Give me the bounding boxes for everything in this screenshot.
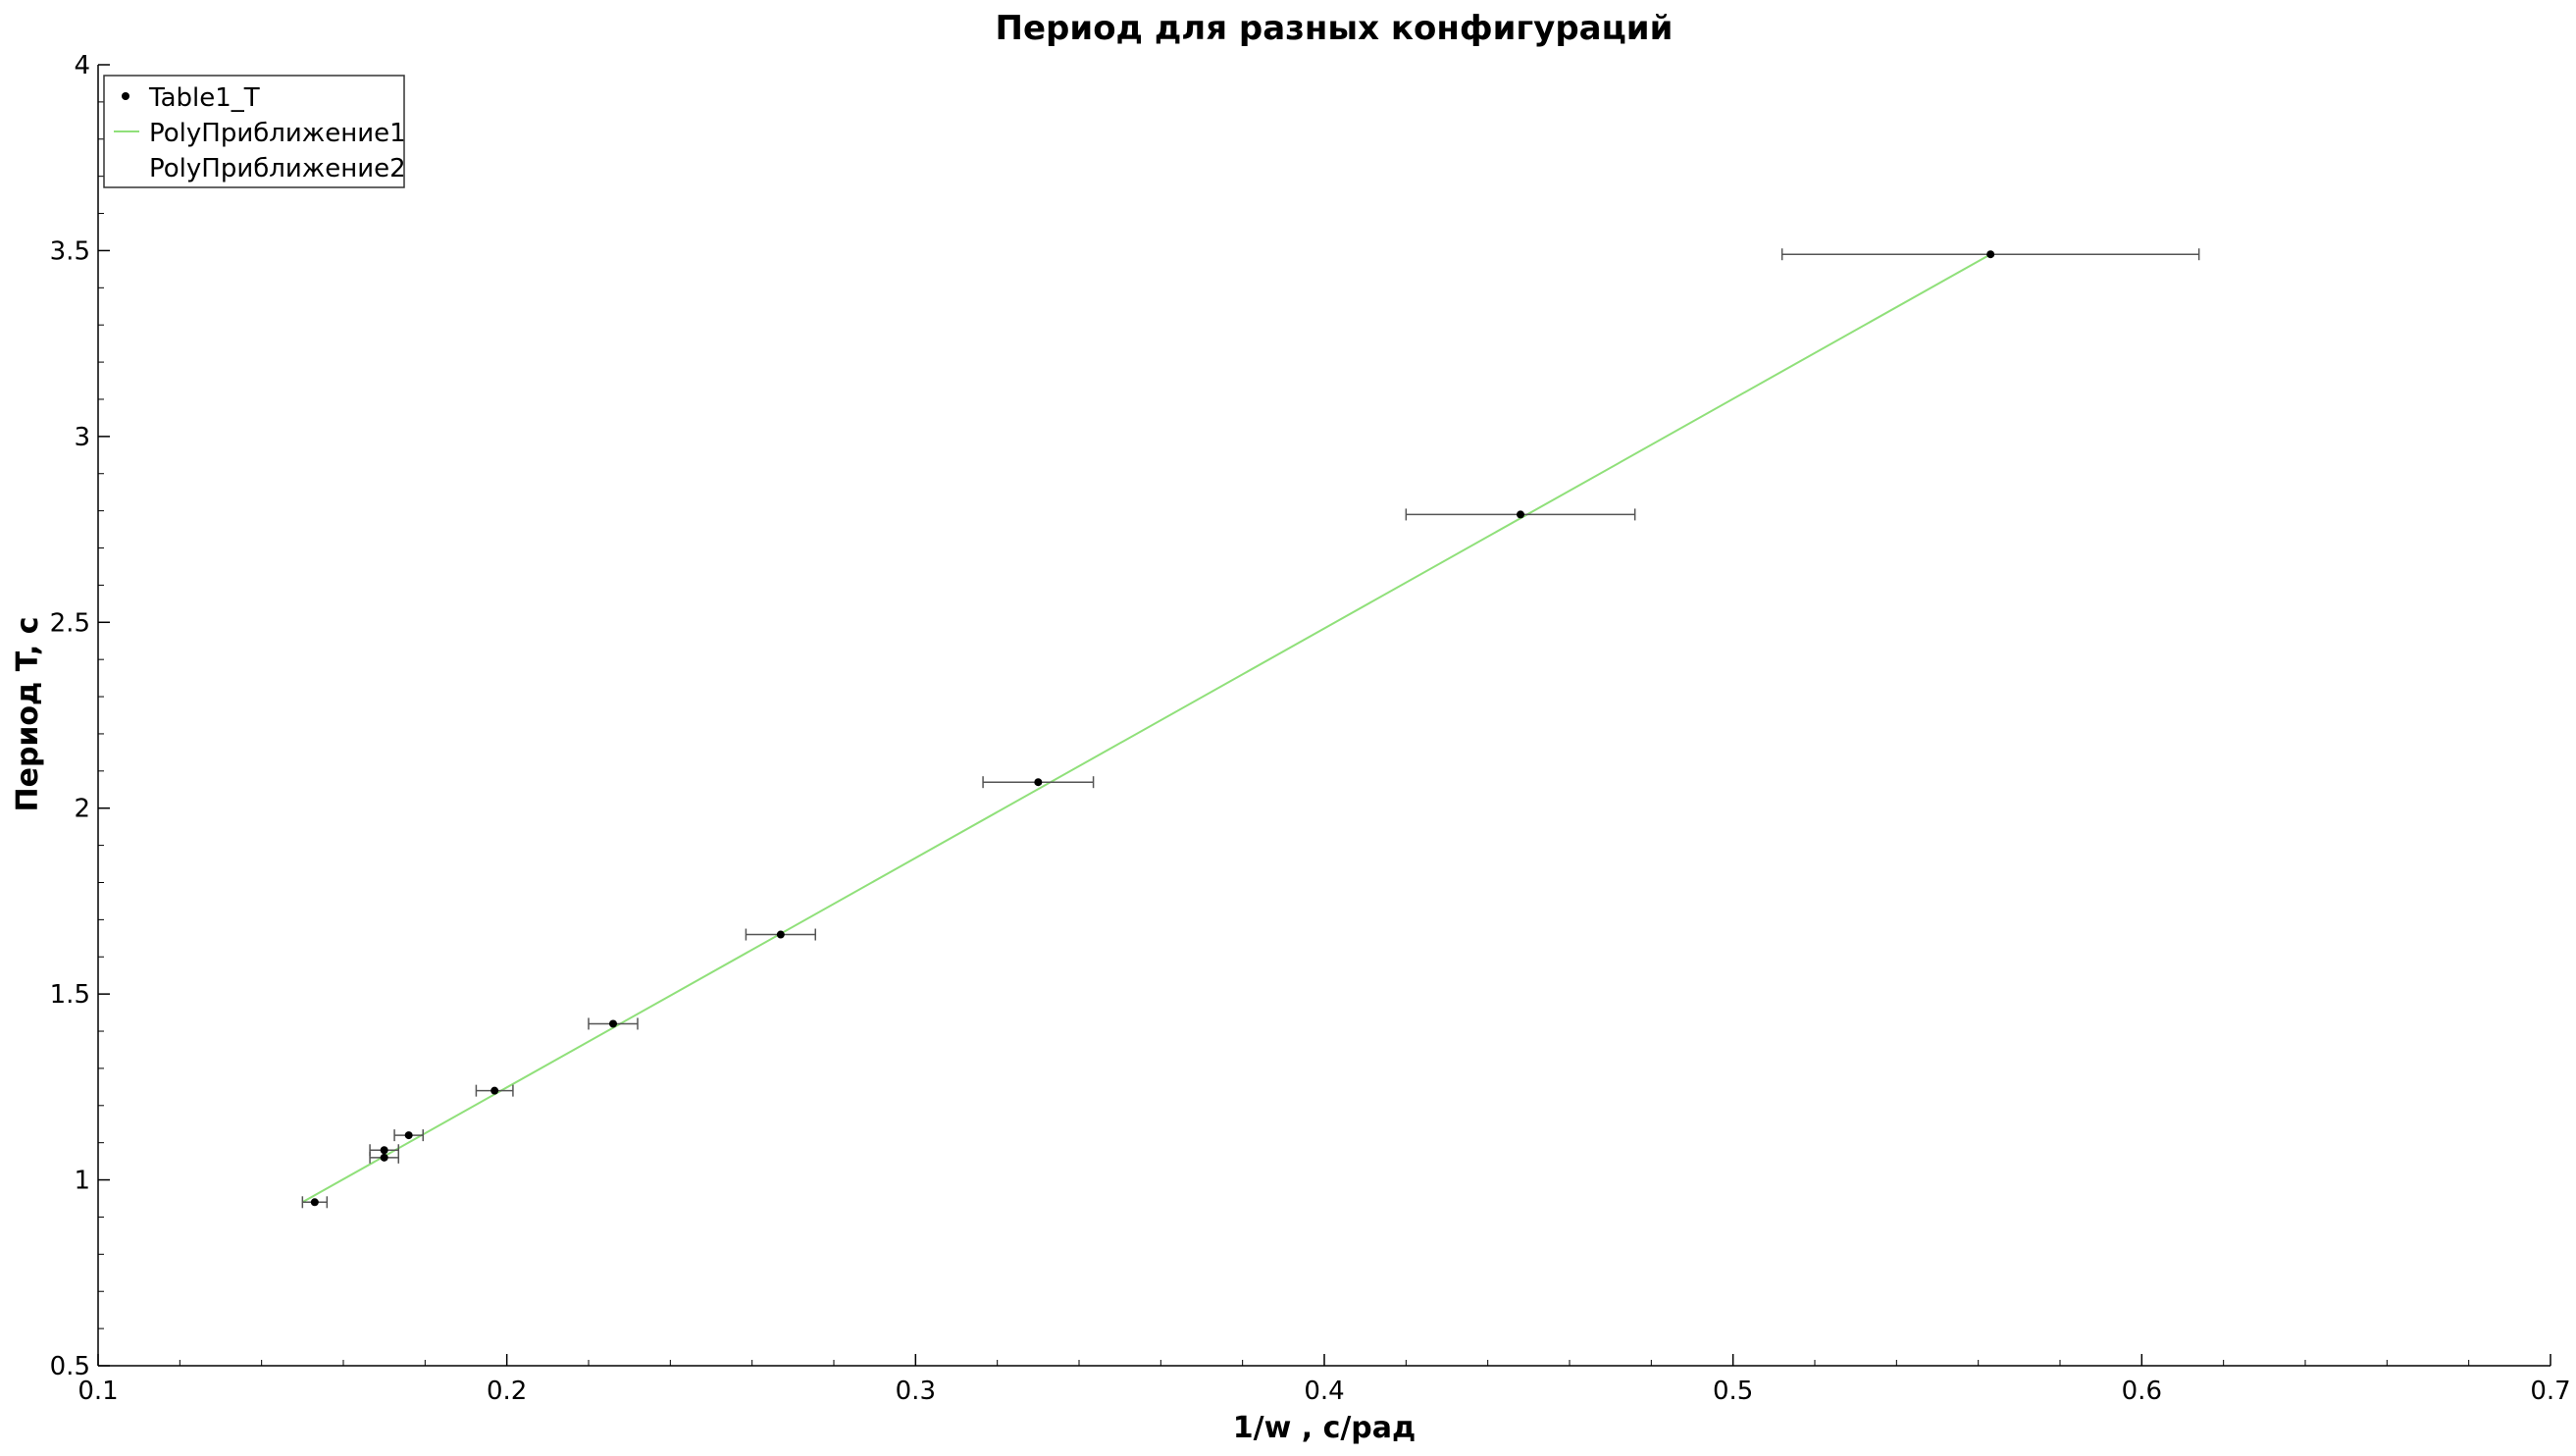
x-tick-label: 0.6 xyxy=(2122,1377,2162,1406)
x-tick-label: 0.2 xyxy=(487,1377,527,1406)
y-tick-label: 0.5 xyxy=(50,1352,90,1381)
x-tick-label: 0.7 xyxy=(2530,1377,2570,1406)
legend-box xyxy=(103,75,405,188)
x-tick-label: 0.5 xyxy=(1713,1377,1753,1406)
data-point xyxy=(776,930,785,939)
x-axis-label: 1/w , с/рад xyxy=(1233,1411,1417,1445)
data-point xyxy=(1517,510,1524,519)
x-tick-label: 0.1 xyxy=(77,1377,118,1406)
plot-area: 0.1 0.2 0.3 0.4 0.5 0.6 0.7 0.5 1 1.5 2 2.5 3 3.5 4 xyxy=(50,51,2571,1406)
fit-line-poly1 xyxy=(301,253,1991,1204)
legend-marker-points xyxy=(122,92,129,100)
data-point xyxy=(380,1146,388,1155)
data-point xyxy=(380,1153,388,1162)
y-tick-label: 4 xyxy=(74,51,90,80)
y-axis-label: Период T, с xyxy=(11,616,45,811)
legend: Table1_T PolyПриближение1 PolyПриближени… xyxy=(103,75,406,188)
y-tick-label: 3.5 xyxy=(50,236,90,266)
data-point xyxy=(404,1131,413,1140)
data-point xyxy=(1986,250,1995,259)
data-point xyxy=(490,1086,499,1095)
legend-label-poly2: PolyПриближение2 xyxy=(149,154,406,183)
y-tick-label: 3 xyxy=(74,423,90,452)
x-tick-label: 0.3 xyxy=(896,1377,936,1406)
x-tick-label: 0.4 xyxy=(1304,1377,1344,1406)
y-tick-label: 1.5 xyxy=(50,980,90,1010)
data-point xyxy=(1034,778,1043,787)
data-point xyxy=(310,1198,319,1207)
data-point xyxy=(609,1019,617,1028)
y-tick-label: 1 xyxy=(74,1167,90,1196)
y-tick-label: 2 xyxy=(74,795,90,824)
legend-label-poly1: PolyПриближение1 xyxy=(149,119,406,148)
legend-label-table1-t: Table1_T xyxy=(148,83,260,113)
chart-title: Период для разных конфигураций xyxy=(996,9,1674,48)
y-tick-label: 2.5 xyxy=(50,608,90,638)
